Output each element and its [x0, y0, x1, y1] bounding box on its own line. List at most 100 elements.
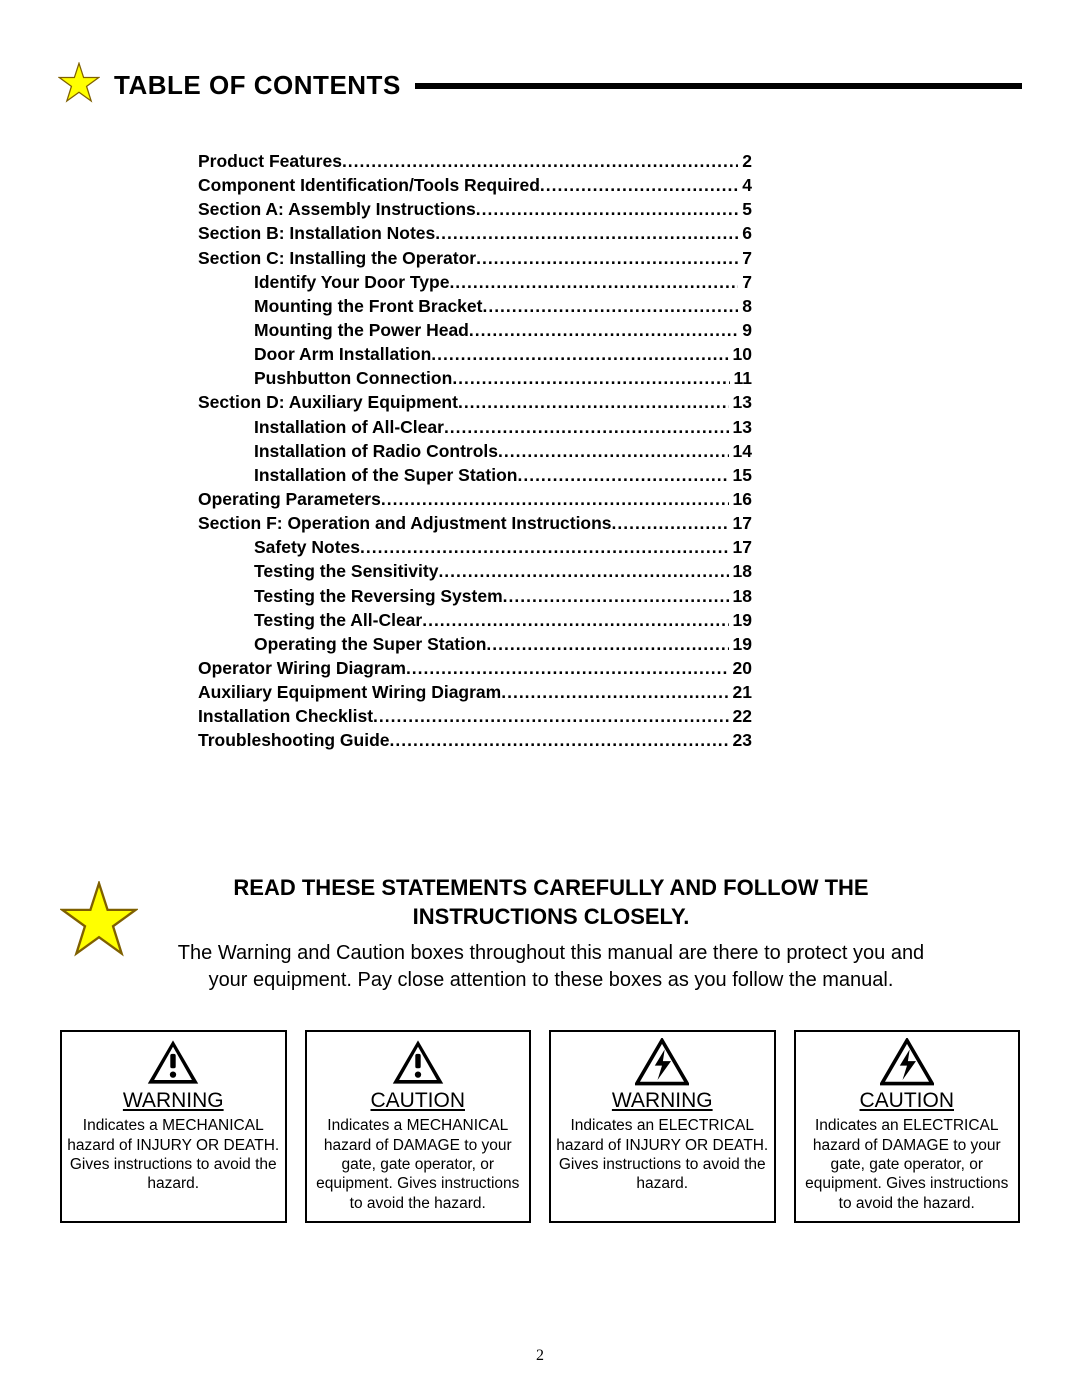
toc-label: Mounting the Power Head: [254, 318, 469, 342]
toc-row: Installation of Radio Controls 14: [198, 439, 752, 463]
toc-label: Section D: Auxiliary Equipment: [198, 390, 458, 414]
toc-leader-dots: [435, 221, 738, 245]
toc-leader-dots: [458, 390, 729, 414]
toc-page: 8: [738, 294, 752, 318]
toc-row: Auxiliary Equipment Wiring Diagram 21: [198, 680, 752, 704]
toc-row: Installation Checklist 22: [198, 704, 752, 728]
toc-leader-dots: [612, 511, 729, 535]
box-description: Indicates an ELECTRICAL hazard of DAMAGE…: [800, 1116, 1015, 1213]
toc-row: Testing the All-Clear 19: [198, 608, 752, 632]
toc-page: 23: [729, 728, 752, 752]
toc-label: Installation of the Super Station: [254, 463, 517, 487]
toc-label: Identify Your Door Type: [254, 270, 449, 294]
toc-row: Operating the Super Station 19: [198, 632, 752, 656]
toc-label: Pushbutton Connection: [254, 366, 452, 390]
page-title: TABLE OF CONTENTS: [114, 70, 401, 101]
box-title: WARNING: [66, 1088, 281, 1114]
star-icon: [58, 62, 100, 109]
toc-leader-dots: [482, 294, 738, 318]
toc-page: 18: [729, 584, 752, 608]
toc-label: Section C: Installing the Operator: [198, 246, 476, 270]
toc-leader-dots: [431, 342, 728, 366]
toc-page: 22: [729, 704, 752, 728]
toc-row: Identify Your Door Type 7: [198, 270, 752, 294]
toc-leader-dots: [501, 680, 728, 704]
toc-label: Installation of Radio Controls: [254, 439, 498, 463]
toc-label: Auxiliary Equipment Wiring Diagram: [198, 680, 501, 704]
toc-page: 5: [738, 197, 752, 221]
table-of-contents: Product Features 2Component Identificati…: [198, 149, 752, 753]
toc-row: Product Features 2: [198, 149, 752, 173]
toc-leader-dots: [438, 559, 728, 583]
toc-leader-dots: [422, 608, 728, 632]
toc-label: Installation of All-Clear: [254, 415, 444, 439]
toc-label: Installation Checklist: [198, 704, 373, 728]
box-description: Indicates a MECHANICAL hazard of DAMAGE …: [311, 1116, 526, 1213]
toc-page: 10: [729, 342, 752, 366]
toc-leader-dots: [517, 463, 728, 487]
toc-leader-dots: [449, 270, 738, 294]
toc-label: Section F: Operation and Adjustment Inst…: [198, 511, 612, 535]
toc-label: Testing the Reversing System: [254, 584, 503, 608]
caution-box: CAUTIONIndicates an ELECTRICAL hazard of…: [794, 1030, 1021, 1223]
toc-page: 14: [729, 439, 752, 463]
toc-leader-dots: [373, 704, 728, 728]
star-icon: [60, 881, 138, 964]
toc-page: 11: [730, 366, 753, 390]
toc-row: Door Arm Installation 10: [198, 342, 752, 366]
caution-box: CAUTIONIndicates a MECHANICAL hazard of …: [305, 1030, 532, 1223]
toc-label: Operating the Super Station: [254, 632, 486, 656]
toc-leader-dots: [444, 415, 729, 439]
toc-row: Component Identification/Tools Required …: [198, 173, 752, 197]
document-page: TABLE OF CONTENTS Product Features 2Comp…: [0, 0, 1080, 1397]
toc-label: Safety Notes: [254, 535, 360, 559]
toc-page: 17: [729, 535, 752, 559]
heading-rule: [415, 83, 1022, 89]
toc-label: Mounting the Front Bracket: [254, 294, 482, 318]
toc-row: Section A: Assembly Instructions 5: [198, 197, 752, 221]
electrical-hazard-icon: [800, 1038, 1015, 1086]
mechanical-hazard-icon: [66, 1038, 281, 1086]
box-description: Indicates an ELECTRICAL hazard of INJURY…: [555, 1116, 770, 1194]
toc-page: 4: [738, 173, 752, 197]
toc-row: Mounting the Power Head 9: [198, 318, 752, 342]
toc-label: Troubleshooting Guide: [198, 728, 390, 752]
toc-page: 18: [729, 559, 752, 583]
statement-body: The Warning and Caution boxes throughout…: [170, 940, 932, 994]
toc-page: 13: [729, 415, 752, 439]
toc-leader-dots: [476, 246, 738, 270]
toc-row: Testing the Reversing System 18: [198, 584, 752, 608]
heading-row: TABLE OF CONTENTS: [58, 62, 1022, 109]
toc-leader-dots: [503, 584, 729, 608]
star-wrap: [58, 873, 140, 964]
toc-row: Operating Parameters 16: [198, 487, 752, 511]
spacer: [58, 753, 1022, 873]
toc-label: Testing the Sensitivity: [254, 559, 438, 583]
toc-label: Door Arm Installation: [254, 342, 431, 366]
toc-row: Section D: Auxiliary Equipment 13: [198, 390, 752, 414]
statement-block: READ THESE STATEMENTS CAREFULLY AND FOLL…: [58, 873, 1022, 994]
toc-row: Troubleshooting Guide 23: [198, 728, 752, 752]
toc-row: Mounting the Front Bracket 8: [198, 294, 752, 318]
toc-page: 19: [729, 608, 752, 632]
toc-label: Operating Parameters: [198, 487, 381, 511]
toc-page: 7: [738, 270, 752, 294]
toc-leader-dots: [390, 728, 729, 752]
toc-page: 13: [729, 390, 752, 414]
toc-leader-dots: [406, 656, 729, 680]
toc-label: Section A: Assembly Instructions: [198, 197, 476, 221]
toc-row: Section C: Installing the Operator 7: [198, 246, 752, 270]
toc-page: 17: [729, 511, 752, 535]
warning-boxes-row: WARNING Indicates a MECHANICAL hazard of …: [58, 1030, 1022, 1223]
box-title: CAUTION: [800, 1088, 1015, 1114]
toc-label: Testing the All-Clear: [254, 608, 422, 632]
toc-leader-dots: [486, 632, 728, 656]
toc-row: Section B: Installation Notes 6: [198, 221, 752, 245]
page-number: 2: [0, 1347, 1080, 1365]
toc-page: 16: [729, 487, 752, 511]
toc-row: Safety Notes 17: [198, 535, 752, 559]
toc-page: 19: [729, 632, 752, 656]
box-title: WARNING: [555, 1088, 770, 1114]
toc-page: 9: [738, 318, 752, 342]
toc-page: 7: [738, 246, 752, 270]
